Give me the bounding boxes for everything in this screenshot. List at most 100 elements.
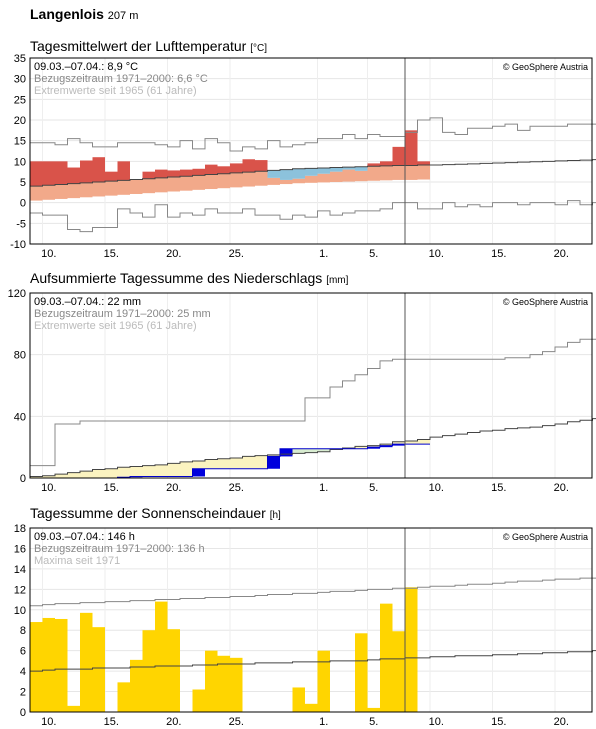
x-tick-label: 10. xyxy=(41,716,56,728)
y-tick-label: 5 xyxy=(20,177,26,189)
temp-base-bar xyxy=(255,171,268,186)
temp-base-bar xyxy=(117,180,130,195)
y-tick-label: 2 xyxy=(20,687,26,699)
precip-deficit-bar xyxy=(192,461,205,469)
x-tick-label: 20. xyxy=(554,482,569,494)
temp-base-bar xyxy=(167,177,180,192)
temp-above-bar xyxy=(392,146,405,166)
x-tick-label: 15. xyxy=(104,248,119,260)
precip-deficit-bar xyxy=(117,467,130,478)
info-extremes: Extremwerte seit 1965 (61 Jahre) xyxy=(34,85,197,97)
temp-base-bar xyxy=(267,177,280,185)
precip-deficit-bar xyxy=(180,461,193,477)
temp-unit: [°C] xyxy=(250,43,267,54)
precip-deficit-bar xyxy=(92,469,105,478)
y-tick-label: 20 xyxy=(14,115,26,127)
temp-above-bar xyxy=(92,157,105,182)
temp-above-bar xyxy=(230,163,243,173)
info-current: 09.03.–07.04.: 8,9 °C xyxy=(34,61,138,73)
precip-deficit-bar xyxy=(130,466,143,477)
temp-below-bar xyxy=(330,167,343,172)
sun-bar xyxy=(67,705,80,712)
precip-deficit-bar xyxy=(380,444,393,446)
y-tick-label: 0 xyxy=(20,473,26,485)
precip-deficit-bar xyxy=(105,468,118,478)
sun-title-text: Tagessumme der Sonnenscheindauer xyxy=(30,505,266,521)
y-tick-label: 10 xyxy=(14,156,26,168)
y-tick-label: -10 xyxy=(10,239,26,251)
temp-below-bar xyxy=(342,167,355,170)
temp-base-bar xyxy=(67,183,80,199)
y-tick-label: 120 xyxy=(8,288,26,300)
precip-deficit-bar xyxy=(42,475,55,478)
temp-base-bar xyxy=(355,170,368,182)
precip-unit: [mm] xyxy=(326,275,349,286)
sun-bar xyxy=(292,687,305,712)
x-tick-label: 15. xyxy=(491,248,506,260)
info-extremes: Maxima seit 1971 xyxy=(34,555,120,567)
copyright: © GeoSphere Austria xyxy=(503,62,588,72)
temp-base-bar xyxy=(92,182,105,197)
temp-base-bar xyxy=(42,185,55,200)
temp-above-bar xyxy=(30,161,43,187)
temp-bars xyxy=(30,130,430,201)
x-tick-label: 25. xyxy=(229,716,244,728)
y-tick-label: 14 xyxy=(14,564,26,576)
temp-base-bar xyxy=(342,169,355,182)
x-tick-label: 10. xyxy=(429,248,444,260)
precip-deficit-bar xyxy=(55,474,68,478)
y-tick-label: 16 xyxy=(14,543,26,555)
info-current: 09.03.–07.04.: 146 h xyxy=(34,531,135,543)
precip-surplus-bar xyxy=(305,448,318,453)
sun-bar xyxy=(367,707,380,712)
sun-bar xyxy=(92,627,105,712)
temp-base-bar xyxy=(230,172,243,188)
temp-above-bar xyxy=(55,161,68,185)
temp-chart-title: Tagesmittelwert der Lufttemperatur [°C] xyxy=(30,38,267,54)
sun-bar xyxy=(217,655,230,712)
precip-deficit-bar xyxy=(142,465,155,477)
y-tick-label: 0 xyxy=(20,198,26,210)
x-tick-label: 15. xyxy=(491,716,506,728)
y-tick-label: 15 xyxy=(14,136,26,148)
temp-base-bar xyxy=(380,165,393,181)
temp-min-line xyxy=(30,200,596,233)
precip-deficit-bar xyxy=(267,454,280,457)
sun-bar xyxy=(142,630,155,712)
temp-base-bar xyxy=(105,181,118,196)
x-tick-label: 25. xyxy=(229,248,244,260)
info-reference: Bezugszeitraum 1971–2000: 136 h xyxy=(34,543,205,555)
sun-bar xyxy=(230,657,243,712)
x-tick-label: 25. xyxy=(229,482,244,494)
y-tick-label: 12 xyxy=(14,584,26,596)
x-tick-label: 20. xyxy=(166,248,181,260)
precip-deficit-bar xyxy=(230,457,243,469)
precip-deficit-bar xyxy=(80,471,93,478)
sun-bar xyxy=(30,622,43,712)
temp-base-bar xyxy=(217,173,230,189)
precip-daily-marker xyxy=(392,444,405,446)
x-tick-label: 1. xyxy=(319,482,328,494)
temp-above-bar xyxy=(180,169,193,177)
temp-above-bar xyxy=(142,171,155,179)
sun-bar xyxy=(192,689,205,712)
precip-daily-marker xyxy=(267,456,280,469)
y-tick-label: 0 xyxy=(20,707,26,719)
temp-base-bar xyxy=(305,175,318,183)
temp-above-bar xyxy=(117,161,130,181)
station-name: Langenlois xyxy=(30,6,104,22)
x-tick-label: 1. xyxy=(319,716,328,728)
temp-above-bar xyxy=(380,161,393,166)
temp-base-bar xyxy=(55,184,68,199)
x-tick-label: 10. xyxy=(41,482,56,494)
temp-above-bar xyxy=(242,159,255,173)
temp-above-bar xyxy=(255,160,268,172)
precip-surplus-bar xyxy=(317,448,330,452)
precip-deficit-bar xyxy=(355,446,368,449)
y-tick-label: 40 xyxy=(14,411,26,423)
x-tick-label: 15. xyxy=(104,482,119,494)
y-tick-label: 6 xyxy=(20,646,26,658)
temp-base-bar xyxy=(80,182,93,198)
temp-base-bar xyxy=(367,166,380,181)
temp-base-bar xyxy=(242,172,255,187)
